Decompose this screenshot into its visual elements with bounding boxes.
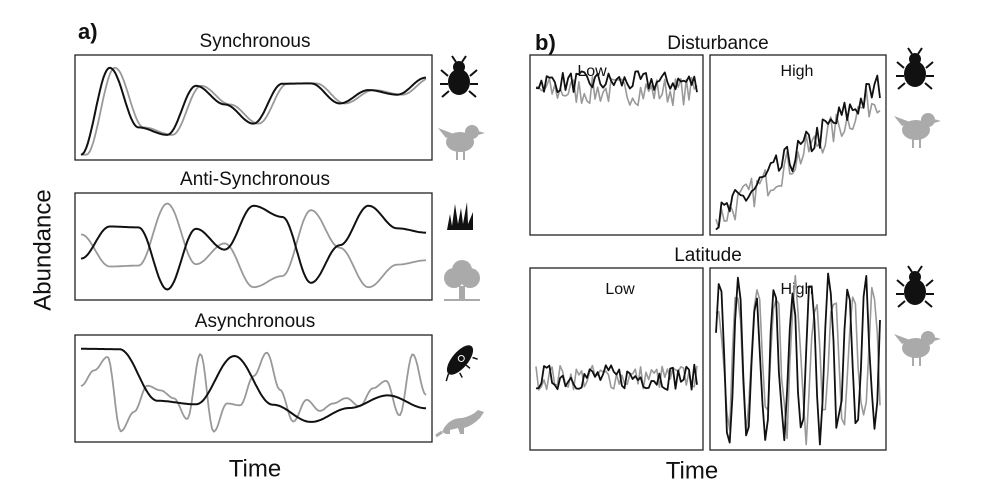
beetle-icon bbox=[896, 47, 934, 90]
panel-label: a) bbox=[78, 19, 98, 44]
ferret-icon bbox=[435, 410, 484, 438]
panel-title: Synchronous bbox=[200, 31, 311, 52]
x-label: Time bbox=[229, 455, 281, 482]
series-line bbox=[80, 202, 427, 289]
row-title: Latitude bbox=[674, 245, 742, 266]
series-line bbox=[535, 70, 698, 93]
series-line bbox=[80, 66, 427, 156]
plot-box bbox=[74, 54, 433, 161]
bird-icon bbox=[894, 331, 941, 366]
grass-icon bbox=[447, 202, 473, 230]
beetle-icon bbox=[896, 265, 934, 308]
plot-box bbox=[529, 267, 704, 451]
plot-box bbox=[74, 192, 433, 301]
beetle-icon bbox=[440, 55, 478, 98]
panel-title: Asynchronous bbox=[195, 311, 315, 332]
bird-icon bbox=[438, 125, 485, 160]
plot-box bbox=[74, 334, 433, 443]
curves bbox=[80, 66, 881, 446]
row-title: Disturbance bbox=[667, 33, 768, 54]
bacterium-icon bbox=[445, 345, 478, 382]
y-label: Abundance bbox=[29, 189, 56, 310]
series-line bbox=[535, 363, 698, 391]
series-line bbox=[81, 66, 427, 156]
column-label: Low bbox=[605, 281, 635, 298]
series-line bbox=[80, 351, 427, 433]
tree-icon bbox=[444, 260, 480, 301]
plot-box bbox=[529, 54, 704, 236]
series-line bbox=[81, 347, 427, 423]
bird-icon bbox=[894, 113, 941, 148]
series-line bbox=[80, 204, 427, 291]
panel-title: Anti-Synchronous bbox=[180, 169, 330, 190]
panel-label: b) bbox=[535, 30, 556, 55]
plot-box bbox=[709, 54, 887, 236]
x-label: Time bbox=[666, 457, 718, 484]
column-label: High bbox=[781, 63, 814, 80]
series-line bbox=[715, 88, 881, 229]
series-line bbox=[715, 272, 881, 446]
plot-box bbox=[709, 267, 887, 451]
series-line bbox=[715, 74, 881, 231]
column-label: Low bbox=[577, 63, 607, 80]
